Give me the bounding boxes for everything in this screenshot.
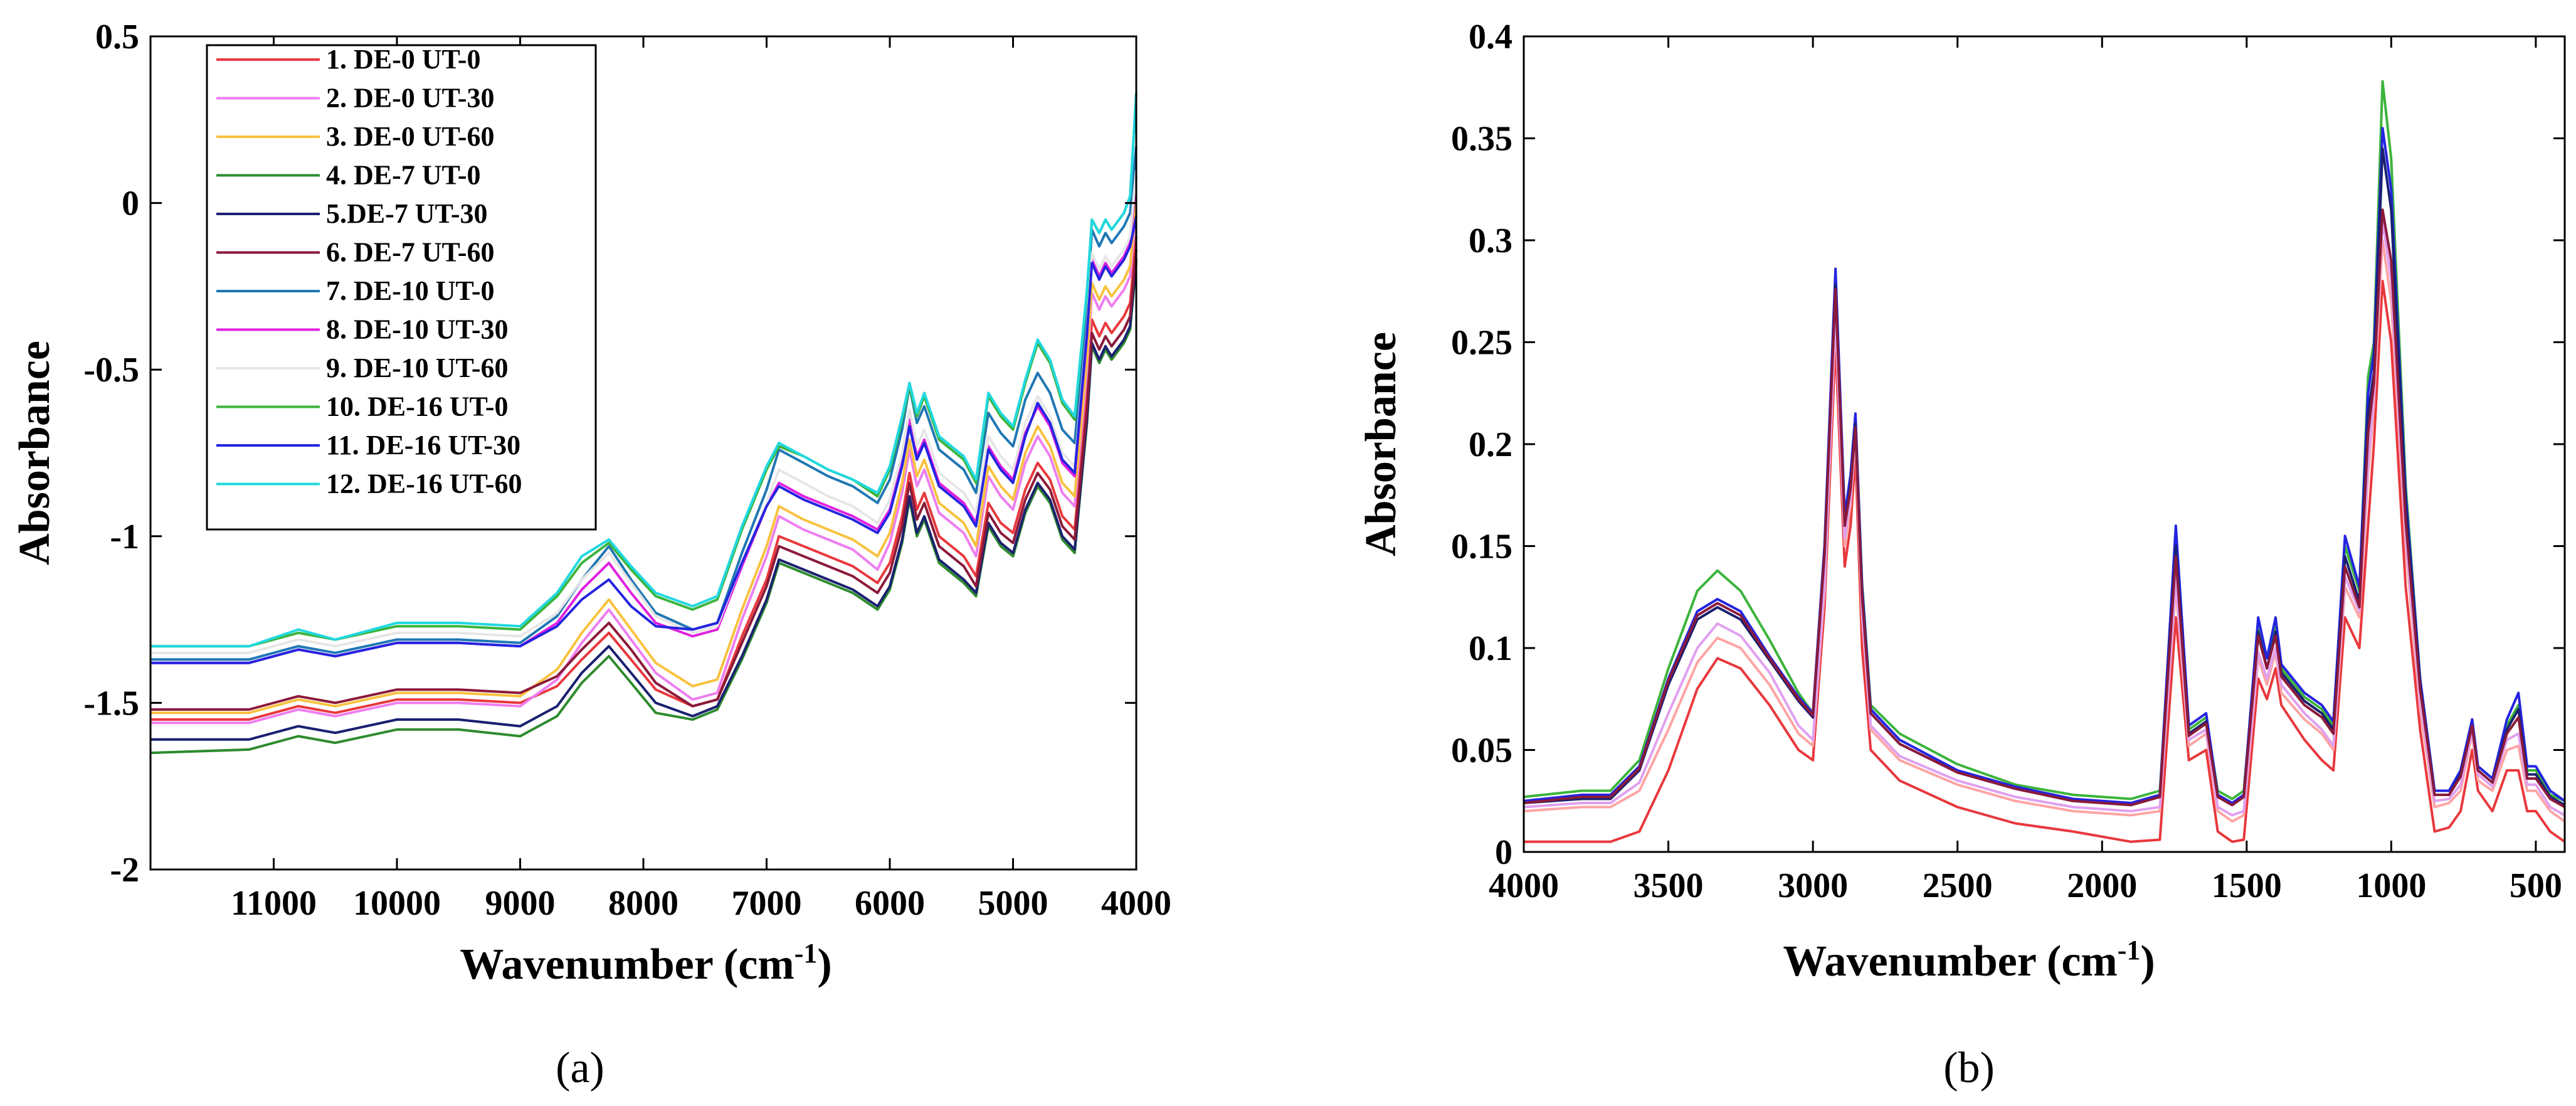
chart-0-x-tick-label: 7000 [732, 884, 802, 923]
chart-0-x-tick-label: 10000 [353, 884, 441, 923]
chart-1-series-line-1 [1524, 280, 2566, 843]
chart-1-x-tick-label: 4000 [1489, 866, 1559, 905]
chart-0-y-tick-label: -0.5 [83, 351, 139, 390]
panel-b-x-axis-title: Wavenumber (cm-1) [1783, 935, 2155, 986]
legend-entry-label: 8. DE-10 UT-30 [326, 314, 509, 345]
chart-0-y-tick-label: -2 [110, 851, 139, 890]
chart-0-series-line-6 [150, 249, 1138, 711]
chart-1-y-tick-label: 0.05 [1451, 731, 1512, 770]
chart-1-series-line-7 [1523, 208, 2565, 809]
legend-entry-label: 12. DE-16 UT-60 [326, 469, 522, 499]
legend-entry-label: 9. DE-10 UT-60 [326, 353, 509, 383]
panel-a-legend: 1. DE-0 UT-0 2. DE-0 UT-30 3. DE-0 UT-60 4.… [206, 44, 597, 531]
chart-0-x-tick-label: 11000 [231, 884, 317, 923]
legend-entry-label: 5.DE-7 UT-30 [326, 198, 488, 229]
chart-1-y-tick-label: 0.3 [1469, 221, 1512, 260]
chart-0-series-line-7 [150, 146, 1138, 661]
chart-0-series-line-3 [150, 199, 1138, 715]
chart-0-series-line-12 [150, 93, 1138, 648]
chart-0-series-line-11 [150, 216, 1138, 664]
legend-entry-label: 11. DE-16 UT-30 [326, 430, 520, 460]
chart-1-x-tick-label: 2500 [1923, 866, 1993, 905]
legend-entry-label: 6. DE-7 UT-60 [326, 237, 495, 268]
panel-b-plot-area [1524, 36, 2565, 852]
panel-b-label: (b) [1943, 1044, 1995, 1092]
legend-entry-label: 2. DE-0 UT-30 [326, 83, 495, 114]
legend-entry-label: 7. DE-10 UT-0 [326, 275, 495, 306]
chart-1-y-tick-label: 0.15 [1451, 528, 1512, 566]
panel-a-y-ticks: -2 -1.5 -1 -0.5 0 0.5 [83, 18, 1136, 890]
chart-0-x-tick-label: 9000 [485, 884, 556, 923]
legend-entry-label: 10. DE-16 UT-0 [326, 391, 509, 422]
chart-0-y-tick-label: -1 [110, 518, 139, 556]
chart-1-x-tick-label: 1500 [2212, 866, 2282, 905]
panel-a-y-axis-title: Absorbance [11, 341, 59, 565]
panel-b-y-axis-title: Absorbance [1357, 332, 1405, 556]
panel-b-x-ticks: 4000 3500 3000 2500 2000 1500 1000 500 [1489, 36, 2562, 905]
panel-a-chart: 11000 10000 9000 8000 7000 6000 5000 4000 -2 -1.… [11, 18, 1171, 1092]
chart-0-y-tick-label: -1.5 [83, 684, 139, 723]
chart-0-x-tick-label: 4000 [1101, 884, 1171, 923]
chart-1-y-tick-label: 0.35 [1451, 120, 1512, 159]
panel-a-x-ticks: 11000 10000 9000 8000 7000 6000 5000 4000 [231, 36, 1171, 923]
panel-a-x-axis-title: Wavenumber (cm-1) [460, 938, 831, 989]
chart-1-x-tick-label: 500 [2510, 866, 2562, 905]
chart-0-x-tick-label: 8000 [608, 884, 678, 923]
chart-1-y-tick-label: 0 [1495, 833, 1512, 872]
chart-1-y-tick-label: 0.25 [1451, 324, 1512, 363]
chart-1-y-tick-label: 0.1 [1469, 629, 1512, 668]
panel-b-chart: 4000 3500 3000 2500 2000 1500 1000 500 0 0.05 0.1… [1357, 18, 2566, 1092]
chart-0-y-tick-label: 0.5 [95, 18, 139, 56]
chart-0-y-tick-label: 0 [122, 184, 139, 223]
chart-1-series-line-3 [1523, 218, 2565, 817]
chart-0-x-tick-label: 6000 [855, 884, 925, 923]
panel-a-label: (a) [556, 1044, 604, 1092]
chart-1-x-tick-label: 3500 [1634, 866, 1704, 905]
chart-1-x-tick-label: 1000 [2356, 866, 2426, 905]
panel-b-y-ticks: 0 0.05 0.1 0.15 0.2 0.25 0.3 0.35 0.4 [1451, 18, 2565, 872]
panel-a-legend-box [206, 44, 597, 531]
chart-1-y-tick-label: 0.2 [1469, 425, 1512, 464]
chart-1-series-line-5 [1523, 127, 2566, 804]
chart-1-y-tick-label: 0.4 [1469, 18, 1512, 56]
chart-1-x-tick-label: 3000 [1778, 866, 1848, 905]
panel-b-series-group [1523, 80, 2566, 843]
legend-entry-label: 1. DE-0 UT-0 [326, 44, 481, 75]
chart-1-series-line-2 [1523, 239, 2566, 823]
chart-0-x-tick-label: 5000 [978, 884, 1048, 923]
legend-entry-label: 3. DE-0 UT-60 [326, 121, 495, 152]
legend-entry-label: 4. DE-7 UT-0 [326, 160, 481, 191]
chart-1-x-tick-label: 2000 [2067, 866, 2137, 905]
panel-a-series-group [150, 93, 1138, 755]
